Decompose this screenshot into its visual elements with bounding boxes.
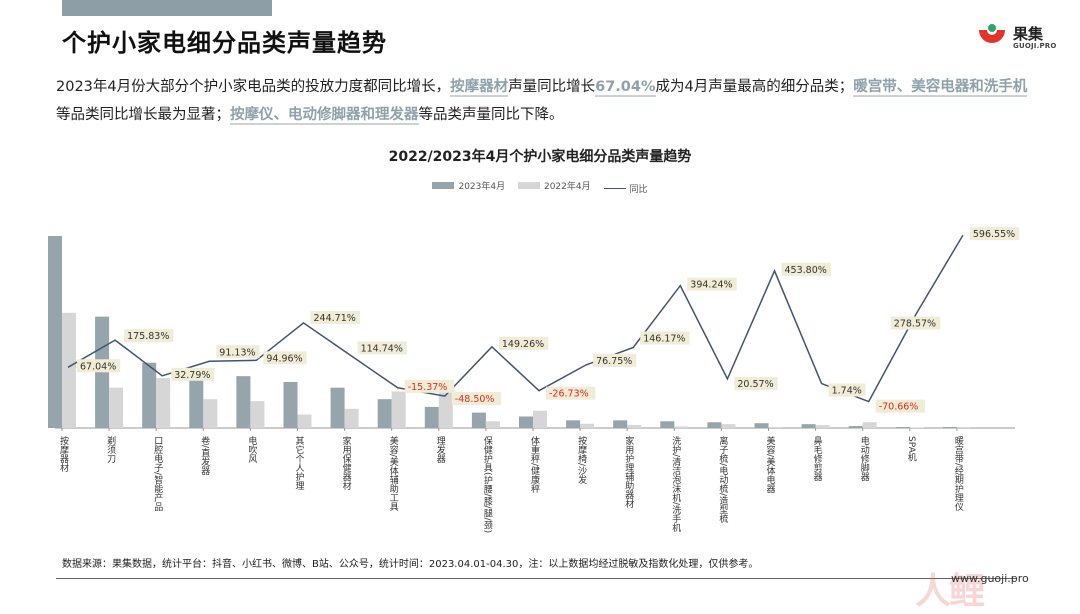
bar-2023 <box>707 422 721 428</box>
yoy-data-label: 394.24% <box>690 280 732 291</box>
yoy-data-label: 32.79% <box>174 370 210 381</box>
yoy-data-label: -26.73% <box>549 389 589 400</box>
bar-2023 <box>519 416 533 428</box>
bar-2023 <box>613 420 627 428</box>
x-tick-label: 体重秤/健康秤 <box>529 435 540 494</box>
x-tick-label: 电吹风 <box>246 435 257 464</box>
yoy-data-label: 149.26% <box>502 339 544 350</box>
yoy-data-label: -70.66% <box>879 402 919 413</box>
bar-2023 <box>142 363 156 428</box>
bar-2022 <box>62 313 76 428</box>
data-source-note: 数据来源：果集数据，统计平台：抖音、小红书、微博、B站、公众号，统计时间：202… <box>62 555 758 570</box>
yoy-data-label: 146.17% <box>643 334 685 345</box>
x-tick-label: SPA机 <box>906 436 917 463</box>
x-tick-label: 按摩器材 <box>58 435 69 472</box>
x-tick-label: 卷/直发器 <box>199 435 210 475</box>
x-tick-label: 其它个人护理 <box>294 436 305 490</box>
yoy-data-label: 91.13% <box>219 347 255 358</box>
bar-2022 <box>156 378 170 428</box>
yoy-data-label: -48.50% <box>455 394 495 405</box>
yoy-data-label: 67.04% <box>80 361 116 372</box>
x-tick-label: 鼻毛修剪器 <box>812 435 823 481</box>
bar-2022 <box>769 427 783 428</box>
bar-2022 <box>298 415 312 428</box>
bar-2022 <box>863 422 877 428</box>
bar-2022 <box>674 426 688 428</box>
bar-2022 <box>627 425 641 428</box>
yoy-data-label: 94.96% <box>266 353 302 364</box>
bar-2023 <box>284 382 298 428</box>
yoy-data-label: 453.80% <box>785 265 827 276</box>
website-url: www.guoji.pro <box>951 572 1029 585</box>
bar-2022 <box>250 401 264 428</box>
bar-2023 <box>896 427 910 428</box>
yoy-data-label: 278.57% <box>894 318 936 329</box>
bar-2022 <box>486 421 500 428</box>
bar-2023 <box>660 421 674 428</box>
bar-2023 <box>378 399 392 428</box>
watermark: 人鲤 <box>915 562 983 614</box>
x-tick-label: 按摩椅/沙发 <box>576 435 587 485</box>
bar-2022 <box>580 424 594 428</box>
bar-2022 <box>721 424 735 428</box>
x-tick-label: 剃须刀 <box>105 435 116 464</box>
yoy-data-label: 596.55% <box>973 229 1015 240</box>
bar-2023 <box>566 420 580 428</box>
bar-2023 <box>331 388 345 428</box>
x-tick-label: 洗护/清洁泡沫机/洗手机 <box>670 435 681 533</box>
bar-2022 <box>109 388 123 428</box>
x-tick-label: 电动修脚器 <box>859 435 870 481</box>
yoy-data-label: 244.71% <box>314 313 356 324</box>
bar-2023 <box>755 423 769 428</box>
x-tick-label: 家用保健器材 <box>341 435 352 490</box>
x-tick-label: 家用护理辅助器材 <box>623 435 634 508</box>
bar-2023 <box>189 380 203 428</box>
bar-2023 <box>95 317 109 428</box>
footer-divider <box>56 578 1016 579</box>
x-tick-label: 口腔电子/智能产品 <box>152 436 163 512</box>
yoy-data-label: 76.75% <box>596 356 632 367</box>
bar-2023 <box>48 236 62 428</box>
bar-2023 <box>236 376 250 428</box>
yoy-data-label: 175.83% <box>127 331 169 342</box>
x-tick-label: 理发器 <box>435 436 446 463</box>
bar-2022 <box>345 409 359 428</box>
bar-2023 <box>943 427 957 428</box>
bar-2023 <box>802 424 816 428</box>
bar-2023 <box>425 407 439 428</box>
bar-2022 <box>533 411 547 428</box>
yoy-data-label: 20.57% <box>737 379 773 390</box>
x-tick-label: 美容/美体辅助工具 <box>388 435 399 512</box>
x-tick-label: 保健护具(护腰/膝/腿/颈) <box>482 435 493 533</box>
x-tick-label: 美容/美体电器 <box>765 435 776 493</box>
yoy-data-label: -15.37% <box>408 382 448 393</box>
bar-2022 <box>816 425 830 428</box>
bar-2023 <box>849 426 863 428</box>
bar-2023 <box>472 413 486 428</box>
x-tick-label: 暖宫带/经期护理仪 <box>953 435 964 511</box>
bar-2022 <box>392 392 406 428</box>
yoy-data-label: 114.74% <box>361 343 403 354</box>
x-tick-label: 离子梳/电动梳/造型梳 <box>717 435 728 524</box>
yoy-data-label: 1.74% <box>832 386 862 397</box>
bar-2022 <box>203 399 217 428</box>
